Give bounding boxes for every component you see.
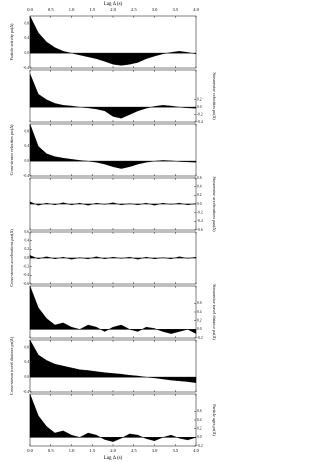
y-tick-label: 0.4 [25, 144, 30, 148]
autocorrelation-area [29, 201, 197, 206]
top-tick-label: 1.0 [69, 7, 75, 12]
y-tick-label: 0.4 [25, 360, 30, 364]
top-tick-label: 2.0 [110, 7, 116, 12]
bottom-axis-title: Lag Δ (s) [104, 456, 123, 461]
y-axis-label: Cross-stream travel distance ρz(Δ) [9, 336, 14, 395]
y-tick-label: -0.2 [197, 112, 203, 116]
y-tick-label: 0.0 [197, 435, 202, 439]
y-tick-label: -0.6 [197, 228, 203, 232]
y-tick-label: 0.0 [25, 51, 30, 55]
y-tick-label: -0.2 [197, 336, 203, 340]
y-tick-label: 0.6 [197, 301, 202, 305]
autocorrelation-area [29, 339, 197, 383]
y-axis-label: Cross-stream accelerations ρaz(Δ) [9, 229, 14, 287]
y-tick-label: 0.2 [197, 318, 202, 322]
bottom-tick-label: 1.5 [89, 448, 95, 453]
y-tick-label: 0.2 [197, 193, 202, 197]
y-tick-label: -0.4 [197, 120, 203, 124]
autocorrelation-area [29, 285, 197, 334]
y-tick-label: 0.2 [197, 426, 202, 430]
bottom-tick-label: 4.0 [193, 448, 199, 453]
y-tick-label: -0.4 [197, 219, 203, 223]
y-tick-label: 0.4 [25, 238, 30, 242]
y-tick-label: 0.0 [197, 202, 202, 206]
bottom-tick-label: 0.0 [27, 448, 33, 453]
top-tick-label: 2.5 [131, 7, 137, 12]
bottom-tick-label: 2.5 [131, 448, 137, 453]
y-tick-label: 0.8 [25, 129, 30, 133]
y-tick-label: 0.6 [197, 176, 202, 180]
top-tick-label: 0.5 [48, 7, 54, 12]
y-axis-label: Streamwise travel distance ρx(Δ) [212, 284, 217, 340]
y-tick-label: 0.0 [197, 105, 202, 109]
y-tick-label: 0.6 [197, 409, 202, 413]
autocorrelation-area [29, 255, 197, 260]
bottom-tick-label: 3.0 [152, 448, 158, 453]
bottom-tick-label: 2.0 [110, 448, 116, 453]
top-tick-label: 3.0 [152, 7, 158, 12]
y-tick-label: 0.8 [25, 21, 30, 25]
y-tick-label: -0.4 [23, 66, 29, 70]
y-tick-label: 0.4 [197, 418, 202, 422]
y-tick-label: 0.8 [25, 345, 30, 349]
y-axis-label: Streamwise velocities ρu(Δ) [212, 72, 217, 120]
top-tick-label: 4.0 [193, 7, 199, 12]
y-tick-label: 0.4 [197, 310, 202, 314]
y-tick-label: -0.4 [23, 174, 29, 178]
y-axis-label: Cross-stream velocities ρw(Δ) [9, 124, 14, 175]
y-tick-label: -0.4 [23, 273, 29, 277]
panel-frame [29, 123, 197, 177]
y-axis-label: Particle activity ρa(Δ) [9, 23, 14, 60]
y-tick-label: 0.4 [197, 184, 202, 188]
y-tick-label: 0.2 [25, 247, 30, 251]
y-tick-label: 0.4 [25, 36, 30, 40]
bottom-tick-label: 3.5 [172, 448, 178, 453]
y-axis-label: Particle ages ρτ(Δ) [212, 404, 217, 436]
y-tick-label: 0.2 [197, 98, 202, 102]
autocorrelation-area [29, 393, 197, 442]
y-tick-label: 0.0 [25, 159, 30, 163]
bottom-tick-label: 1.0 [69, 448, 75, 453]
bottom-tick-label: 0.5 [48, 448, 54, 453]
top-tick-label: 3.5 [172, 7, 178, 12]
y-tick-label: 0.0 [25, 375, 30, 379]
y-tick-label: 0.0 [197, 327, 202, 331]
y-tick-label: -0.2 [197, 444, 203, 448]
y-tick-label: 0.6 [25, 230, 30, 234]
y-tick-label: -0.2 [23, 264, 29, 268]
y-tick-label: -0.4 [23, 390, 29, 394]
top-axis-title: Lag Δ (s) [104, 2, 123, 7]
autocorrelation-area [29, 123, 197, 169]
y-tick-label: 0.0 [25, 256, 30, 260]
y-tick-label: -0.2 [197, 210, 203, 214]
autocorrelation-area [29, 15, 197, 66]
top-tick-label: 0.0 [27, 7, 33, 12]
y-axis-label: Streamwise accelerations ρax(Δ) [212, 176, 217, 232]
top-tick-label: 1.5 [89, 7, 95, 12]
autocorrelation-area [29, 73, 197, 119]
y-tick-label: -0.6 [23, 282, 29, 286]
figure: Lag Δ (s) Lag Δ (s) 0.0 0.0 0.5 0.5 1.0 1.0 1.… [9, 2, 217, 461]
